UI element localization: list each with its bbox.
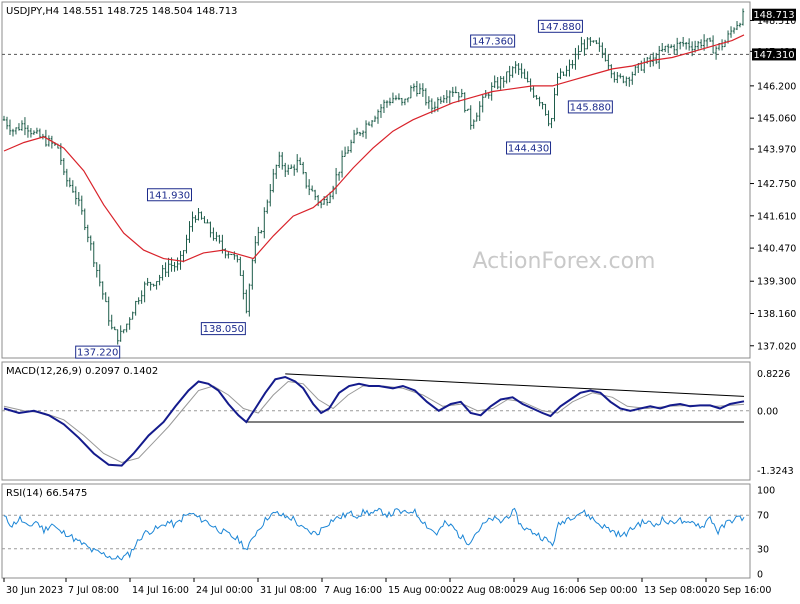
macd-panel-frame <box>1 361 751 481</box>
price-tick-label: 143.970 <box>757 144 796 155</box>
time-tick-label: 24 Jul 00:00 <box>196 585 253 596</box>
time-axis: 30 Jun 2023 7 Jul 08:00 14 Jul 16:00 24 Jul… <box>3 578 771 596</box>
price-tick-label: 146.200 <box>757 81 796 92</box>
time-tick-label: 7 Jul 08:00 <box>68 585 119 596</box>
rsi-tick-label: 70 <box>757 511 769 522</box>
swing-label-text: 147.880 <box>540 22 581 33</box>
macd-tick-label: 0.8226 <box>757 369 790 380</box>
price-candles <box>2 8 745 345</box>
macd-title: MACD(12,26,9) 0.2097 0.1402 <box>6 366 158 377</box>
swing-label: 147.880 <box>537 19 583 33</box>
swing-label-text: 138.050 <box>203 324 244 335</box>
time-tick-label: 6 Sep 00:00 <box>580 585 637 596</box>
time-tick-label: 29 Aug 16:00 <box>516 585 580 596</box>
macd-trend-lines <box>246 373 745 423</box>
moving-average-line <box>3 34 745 263</box>
price-tick-label: 145.060 <box>757 114 796 125</box>
swing-label-text: 144.430 <box>508 143 549 154</box>
rsi-axis: 100 70 30 0 <box>757 486 775 581</box>
current-price-tag: 148.713 <box>752 8 796 21</box>
time-tick-label: 15 Aug 00:00 <box>388 585 452 596</box>
swing-label: 141.930 <box>146 188 192 202</box>
symbol-header: USDJPY,H4 148.551 148.725 148.504 148.71… <box>6 6 237 17</box>
macd-signal-line <box>3 380 745 464</box>
current-price-label: 148.713 <box>753 10 794 21</box>
time-tick-label: 7 Aug 16:00 <box>324 585 382 596</box>
resistance-price-label: 147.310 <box>753 50 794 61</box>
price-tick-label: 140.470 <box>757 244 796 255</box>
rsi-panel-frame <box>1 483 751 579</box>
rsi-tick-label: 30 <box>757 544 769 555</box>
time-tick-label: 14 Jul 16:00 <box>132 585 189 596</box>
time-tick-label: 30 Jun 2023 <box>6 585 63 596</box>
swing-label: 145.880 <box>567 100 613 114</box>
swing-label-text: 147.360 <box>472 37 513 48</box>
swing-label: 138.050 <box>200 322 246 336</box>
macd-axis: 0.8226 0.00 -1.3243 <box>757 369 794 477</box>
price-tick-label: 142.750 <box>757 179 796 190</box>
swing-label: 147.360 <box>470 34 516 48</box>
macd-tick-label: 0.00 <box>757 406 778 417</box>
rsi-tick-label: 100 <box>757 486 775 497</box>
price-tick-label: 138.160 <box>757 309 796 320</box>
swing-label-text: 137.220 <box>77 348 118 359</box>
rsi-level-lines <box>2 514 750 550</box>
time-tick-label: 20 Sep 16:00 <box>708 585 771 596</box>
price-tick-label: 139.300 <box>757 277 796 288</box>
macd-tick-label: -1.3243 <box>757 466 794 477</box>
macd-main-line <box>3 375 745 467</box>
watermark: ActionForex.com <box>473 249 656 274</box>
time-tick-label: 22 Aug 08:00 <box>452 585 516 596</box>
macd-trend-line <box>285 373 745 397</box>
price-axis: 148.510147.420146.200145.060143.970142.7… <box>750 16 796 352</box>
swing-label-text: 141.930 <box>149 190 190 201</box>
swing-label: 137.220 <box>75 345 121 359</box>
swing-label-text: 145.880 <box>570 102 611 113</box>
price-panel-frame <box>1 1 751 359</box>
rsi-line <box>3 507 745 561</box>
price-tick-label: 141.610 <box>757 211 796 222</box>
time-tick-label: 13 Sep 08:00 <box>644 585 707 596</box>
rsi-tick-label: 0 <box>757 570 763 581</box>
price-tick-label: 148.510 <box>757 16 796 27</box>
price-tick-label: 137.020 <box>757 341 796 352</box>
time-tick-label: 31 Jul 08:00 <box>260 585 317 596</box>
swing-label: 144.430 <box>506 141 552 155</box>
swing-labels: 137.220 141.930 138.050 147.360 144.430 147.8… <box>75 19 613 359</box>
resistance-price-tag: 147.310 <box>752 48 796 61</box>
rsi-title: RSI(14) 66.5475 <box>6 488 87 499</box>
